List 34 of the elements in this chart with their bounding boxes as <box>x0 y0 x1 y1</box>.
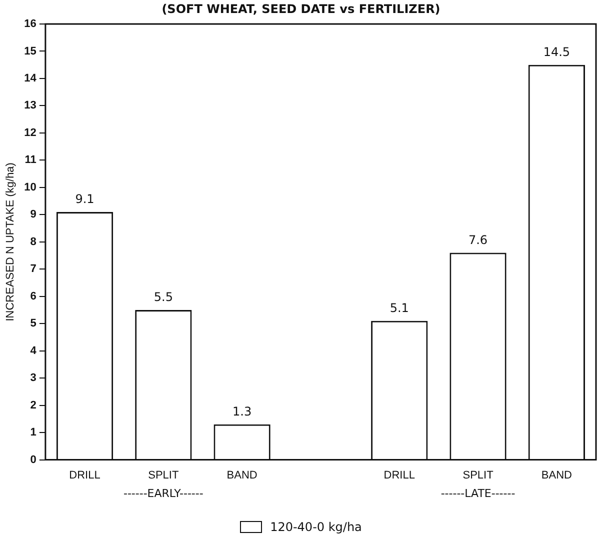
y-tick-label: 13 <box>24 100 36 112</box>
data-label: 7.6 <box>468 232 488 247</box>
chart-title: (SOFT WHEAT, SEED DATE vs FERTILIZER) <box>160 2 442 16</box>
x-tick-label: SPLIT <box>148 469 179 482</box>
y-tick-label: 11 <box>24 154 36 166</box>
y-tick-label: 10 <box>24 181 36 194</box>
y-tick-label: 4 <box>30 344 38 357</box>
y-tick-label: 3 <box>30 372 36 384</box>
y-tick-label: 12 <box>24 126 36 139</box>
y-tick-label: 16 <box>24 18 36 30</box>
y-tick-label: 1 <box>30 426 36 439</box>
y-tick-label: 9 <box>30 208 36 221</box>
y-tick-label: 6 <box>30 290 36 302</box>
y-tick-label: 7 <box>30 263 36 276</box>
data-label: 1.3 <box>232 404 252 419</box>
y-tick-label: 2 <box>30 399 36 412</box>
y-tick-label: 0 <box>30 454 36 466</box>
x-tick-label: BAND <box>226 469 258 482</box>
y-tick-label: 15 <box>24 45 36 58</box>
data-label: 5.5 <box>154 290 173 304</box>
y-axis-title: INCREASED N UPTAKE (kg/ha) <box>4 162 17 322</box>
x-tick-label: BAND <box>541 469 572 482</box>
y-tick-label: 5 <box>30 318 36 330</box>
y-tick-label: 14 <box>24 72 38 85</box>
text: 120-40-0 kg/ha <box>270 520 362 534</box>
x-tick-label: DRILL <box>69 469 100 482</box>
data-label: 5.1 <box>390 301 409 316</box>
text: ------EARLY------ <box>123 487 204 500</box>
data-label: 14.5 <box>543 44 570 59</box>
data-label: 9.1 <box>75 192 94 206</box>
x-tick-label: SPLIT <box>462 469 494 482</box>
y-tick-label: 8 <box>30 236 36 248</box>
x-tick-label: DRILL <box>384 469 415 482</box>
text: ------LATE------ <box>440 487 516 500</box>
